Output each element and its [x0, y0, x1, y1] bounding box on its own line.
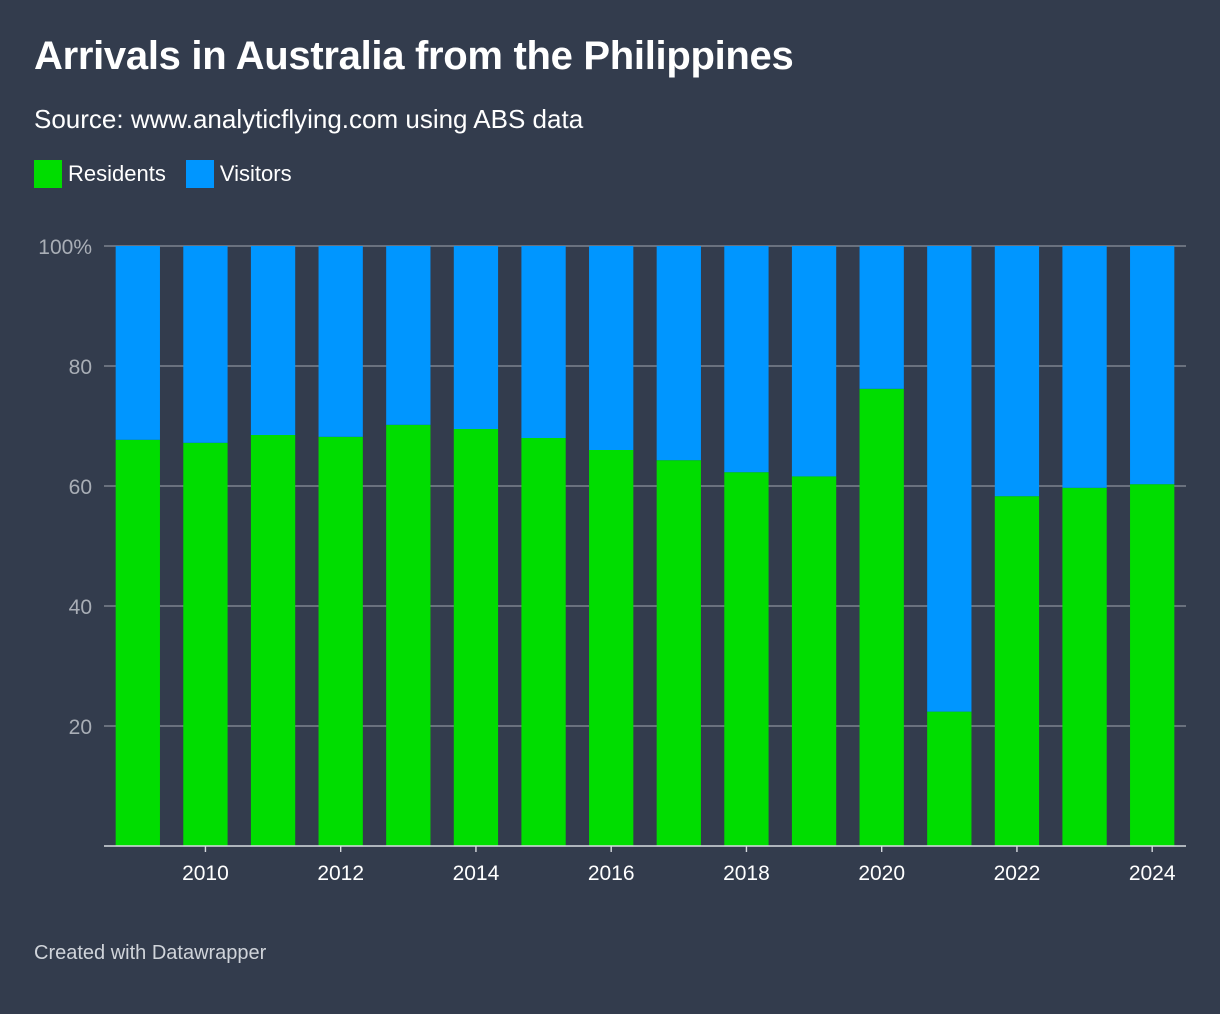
bar-visitors-2013	[386, 246, 431, 425]
bar-visitors-2014	[453, 246, 499, 429]
bar-residents-2015	[521, 438, 566, 846]
bar-visitors-2011	[250, 246, 296, 435]
bar-visitors-2023	[1062, 246, 1107, 488]
bar-visitors-2010	[183, 246, 228, 443]
bar-residents-2012	[318, 436, 363, 846]
y-tick-label-60: 60	[69, 476, 92, 499]
legend-item-residents: Residents	[34, 160, 166, 188]
bar-residents-2010	[183, 442, 228, 846]
chart-subtitle: Source: www.analyticflying.com using ABS…	[34, 104, 584, 134]
bar-visitors-2024	[1130, 246, 1175, 485]
bar-visitors-2019	[791, 246, 837, 477]
bar-layer	[115, 246, 1175, 846]
bar-residents-2009	[115, 439, 160, 846]
y-tick-label-80: 80	[69, 356, 92, 379]
bar-visitors-2015	[521, 246, 566, 438]
bar-visitors-2012	[318, 246, 363, 437]
bar-visitors-2022	[994, 246, 1040, 497]
y-tick-label-100: 100%	[38, 236, 92, 259]
x-tick-label-2016: 2016	[588, 862, 635, 885]
legend-swatch-visitors	[185, 160, 214, 188]
x-tick-label-2018: 2018	[723, 862, 770, 885]
bar-residents-2018	[724, 472, 769, 846]
x-tick-label-2022: 2022	[994, 862, 1041, 885]
bar-residents-2014	[453, 429, 499, 846]
y-tick-label-20: 20	[69, 716, 92, 739]
bar-residents-2017	[656, 460, 701, 846]
x-tick-label-2024: 2024	[1129, 862, 1176, 885]
bar-residents-2021	[927, 711, 972, 846]
bar-visitors-2021	[927, 246, 972, 712]
axis-layer: 20 40 60 80 100% 2010 2012 2014 2016 2018 2020 2022…	[38, 236, 1186, 885]
x-tick-label-2012: 2012	[317, 862, 364, 885]
y-tick-label-40: 40	[69, 596, 92, 619]
bar-residents-2024	[1130, 484, 1175, 846]
bar-residents-2016	[589, 450, 634, 846]
bar-visitors-2017	[656, 246, 701, 461]
bar-visitors-2018	[724, 246, 769, 473]
bar-residents-2023	[1062, 487, 1107, 846]
bar-residents-2022	[994, 496, 1040, 846]
legend-label-residents: Residents	[68, 161, 166, 186]
bar-residents-2011	[250, 435, 296, 846]
bar-residents-2019	[791, 476, 837, 846]
chart-legend: Residents Visitors	[34, 160, 312, 188]
footer-credit: Created with Datawrapper	[34, 942, 267, 964]
legend-swatch-residents	[34, 160, 62, 188]
x-tick-label-2014: 2014	[453, 862, 500, 885]
legend-label-visitors: Visitors	[219, 161, 292, 186]
bar-residents-2013	[386, 424, 431, 846]
legend-item-visitors: Visitors	[185, 160, 292, 188]
bar-visitors-2009	[115, 246, 160, 440]
chart-title: Arrivals in Australia from the Philippin…	[34, 34, 794, 78]
x-tick-label-2020: 2020	[858, 862, 905, 885]
bar-visitors-2016	[589, 246, 634, 450]
bar-residents-2020	[859, 388, 904, 846]
bar-visitors-2020	[859, 246, 904, 389]
x-tick-label-2010: 2010	[182, 862, 229, 885]
